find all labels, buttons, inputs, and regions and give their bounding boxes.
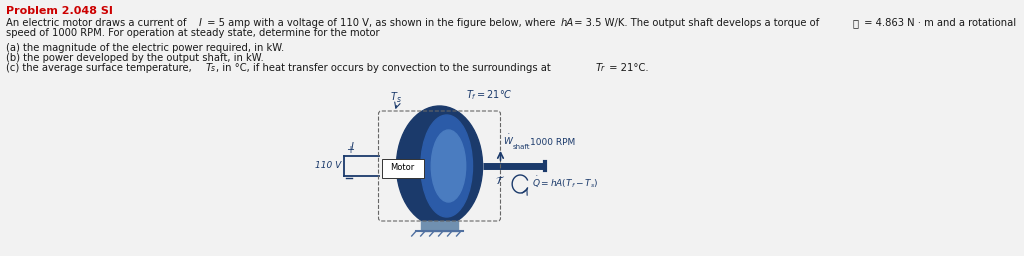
Text: $\dot{W}$: $\dot{W}$ [503,133,514,147]
Text: s: s [396,95,400,104]
Text: r: r [601,64,604,73]
Text: T: T [390,92,396,102]
Ellipse shape [396,106,482,226]
Text: (a) the magnitude of the electric power required, in kW.: (a) the magnitude of the electric power … [6,43,285,53]
Text: = 3.5 W/K. The output shaft develops a torque of: = 3.5 W/K. The output shaft develops a t… [571,18,822,28]
Text: (c) the average surface temperature,: (c) the average surface temperature, [6,63,196,73]
Text: , in °C, if heat transfer occurs by convection to the surroundings at: , in °C, if heat transfer occurs by conv… [216,63,554,73]
Text: 𝒯: 𝒯 [853,18,859,28]
Text: s: s [211,64,215,73]
Text: Problem 2.048 SI: Problem 2.048 SI [6,6,114,16]
Text: $T_f=21°C$: $T_f=21°C$ [466,88,513,102]
Text: $\mathcal{T}$: $\mathcal{T}$ [496,174,506,186]
Ellipse shape [431,130,466,202]
Ellipse shape [421,115,472,217]
Text: hA: hA [560,18,573,28]
Text: I: I [199,18,202,28]
Text: 110 V: 110 V [315,162,342,170]
Text: An electric motor draws a current of: An electric motor draws a current of [6,18,189,28]
Text: I: I [350,142,353,152]
Text: T: T [596,63,602,73]
Text: +: + [346,145,354,155]
Text: = 21°C.: = 21°C. [606,63,649,73]
Bar [421,221,459,231]
Text: = 5 amp with a voltage of 110 V, as shown in the figure below, where: = 5 amp with a voltage of 110 V, as show… [204,18,558,28]
Text: (b) the power developed by the output shaft, in kW.: (b) the power developed by the output sh… [6,53,264,63]
FancyBboxPatch shape [382,159,424,178]
Text: shaft: shaft [513,144,530,150]
Text: $\dot{Q}=hA(T_f-T_s)$: $\dot{Q}=hA(T_f-T_s)$ [531,174,598,190]
Text: speed of 1000 RPM. For operation at steady state, determine for the motor: speed of 1000 RPM. For operation at stea… [6,28,380,38]
Text: T: T [206,63,212,73]
Text: Motor: Motor [390,164,415,173]
Text: = 4.863 N · m and a rotational: = 4.863 N · m and a rotational [861,18,1016,28]
Text: 1000 RPM: 1000 RPM [530,138,575,147]
